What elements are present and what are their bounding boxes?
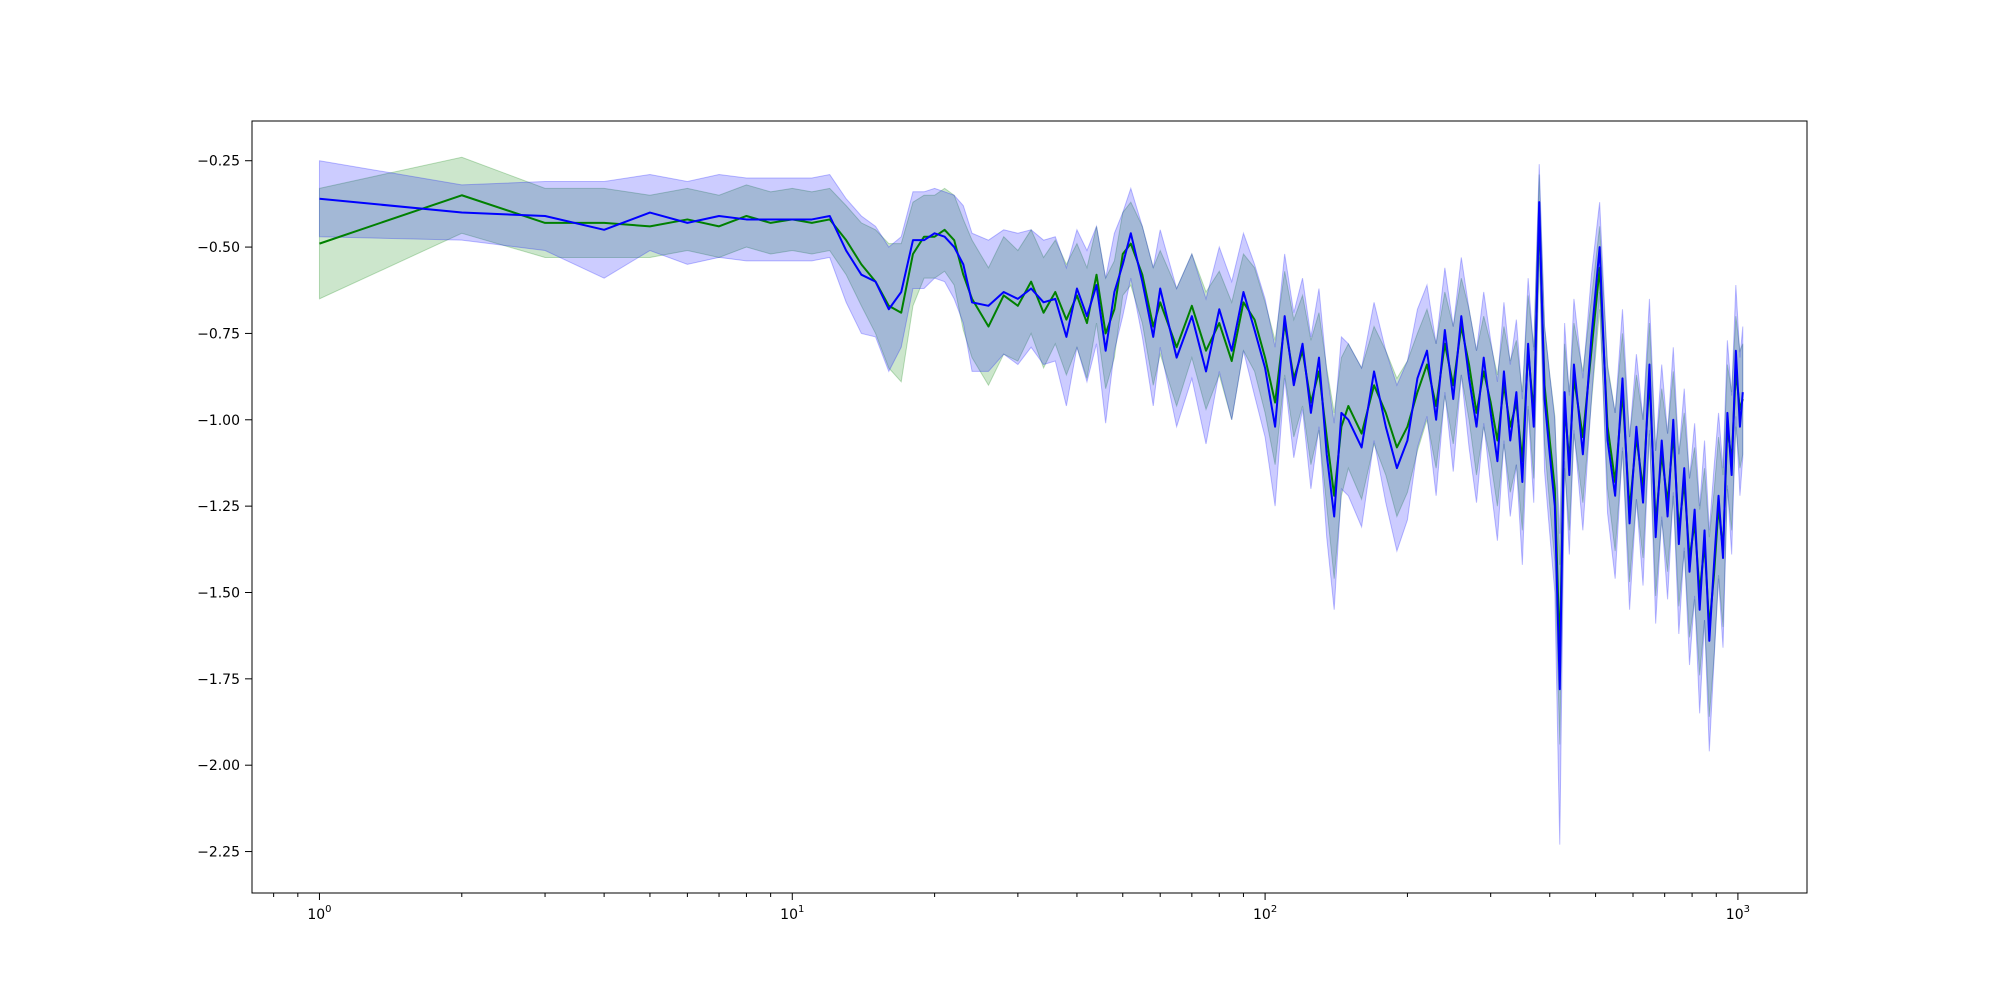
- x-tick-label: 103: [1726, 904, 1750, 923]
- x-tick-base: 10: [1726, 907, 1744, 923]
- y-tick-label: −1.25: [197, 499, 240, 515]
- x-tick-exponent: 2: [1271, 904, 1277, 915]
- y-tick-label: −0.50: [197, 240, 240, 256]
- y-tick-label: −0.25: [197, 154, 240, 170]
- x-axis: 100 101 102 103: [273, 893, 1750, 923]
- x-tick-base: 10: [307, 907, 325, 923]
- x-tick-exponent: 3: [1744, 904, 1750, 915]
- x-tick-base: 10: [1253, 907, 1271, 923]
- x-tick-exponent: 1: [798, 904, 804, 915]
- plot-area: [318, 156, 1744, 845]
- y-axis: −0.25 −0.50 −0.75 −1.00 −1.25 −1.50 −1.75 −2.00…: [197, 154, 252, 861]
- plot-clipped-group: [318, 156, 1744, 845]
- series-2-band: [318, 160, 1744, 845]
- y-tick-label: −0.75: [197, 326, 240, 342]
- y-tick-label: −1.00: [197, 413, 240, 429]
- x-tick-base: 10: [780, 907, 798, 923]
- y-tick-label: −1.50: [197, 585, 240, 601]
- x-tick-label: 100: [307, 904, 331, 923]
- series-1-band: [318, 156, 1744, 745]
- y-tick-label: −2.25: [197, 845, 240, 861]
- x-tick-label: 102: [1253, 904, 1277, 923]
- y-tick-label: −2.00: [197, 758, 240, 774]
- x-tick-exponent: 0: [325, 904, 331, 915]
- y-tick-label: −1.75: [197, 672, 240, 688]
- axes-frame: [251, 120, 1808, 894]
- x-tick-label: 101: [780, 904, 804, 923]
- series-2-line: [319, 197, 1744, 691]
